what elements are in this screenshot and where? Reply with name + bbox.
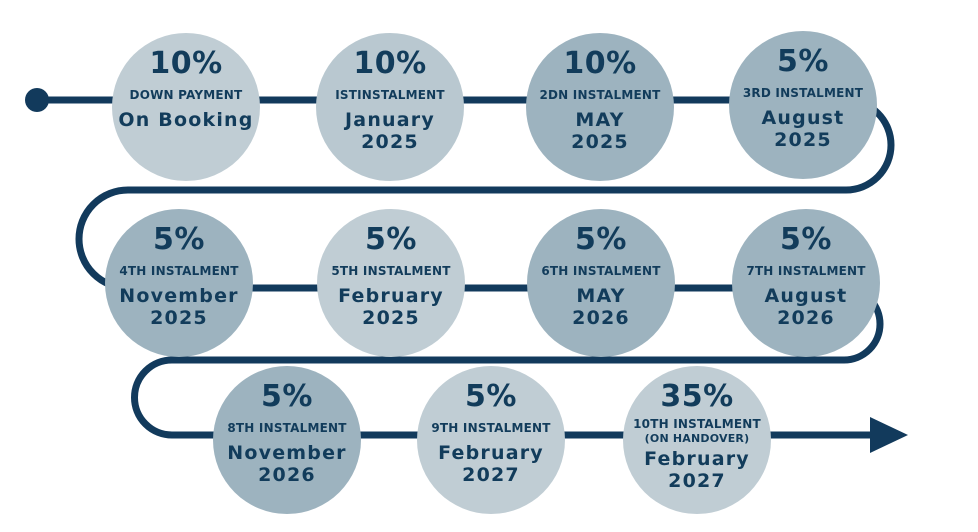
payment-date-line2: 2026 xyxy=(777,307,835,330)
payment-date: February 2027 xyxy=(644,448,750,493)
payment-date-line1: MAY xyxy=(575,109,625,132)
payment-date: MAY 2025 xyxy=(571,109,629,154)
payment-node: 5% 9TH INSTALMENT February 2027 xyxy=(417,366,565,514)
payment-label: 8TH INSTALMENT xyxy=(227,421,347,435)
payment-date-line2: 2025 xyxy=(361,131,419,154)
payment-date: August 2025 xyxy=(761,107,845,152)
payment-label: DOWN PAYMENT xyxy=(129,88,243,102)
payment-percent: 5% xyxy=(777,44,829,79)
payment-date: MAY 2026 xyxy=(572,285,630,330)
payment-date-line1: August xyxy=(764,285,848,308)
payment-label: ISTINSTALMENT xyxy=(335,88,445,102)
payment-label: 10TH INSTALMENT xyxy=(633,417,761,431)
payment-date-line1: February xyxy=(438,442,544,465)
payment-date: February 2025 xyxy=(338,285,444,330)
payment-node: 10% DOWN PAYMENT On Booking xyxy=(112,33,260,181)
payment-label: 7TH INSTALMENT xyxy=(746,264,866,278)
payment-date-line1: February xyxy=(644,448,750,471)
payment-date: On Booking xyxy=(118,109,254,132)
payment-date-line2: 2027 xyxy=(668,470,726,493)
payment-date: November 2025 xyxy=(119,285,239,330)
payment-label: 4TH INSTALMENT xyxy=(119,264,239,278)
payment-percent: 5% xyxy=(465,379,517,414)
payment-date-line2: 2027 xyxy=(462,464,520,487)
payment-percent: 10% xyxy=(353,46,427,81)
payment-date-line1: February xyxy=(338,285,444,308)
payment-node: 10% 2DN INSTALMENT MAY 2025 xyxy=(526,33,674,181)
payment-date-line1: January xyxy=(345,109,435,132)
payment-date-line1: MAY xyxy=(576,285,626,308)
payment-label: 6TH INSTALMENT xyxy=(541,264,661,278)
payment-label: 9TH INSTALMENT xyxy=(431,421,551,435)
payment-date: February 2027 xyxy=(438,442,544,487)
payment-date-line2: 2025 xyxy=(774,129,832,152)
payment-node: 5% 8TH INSTALMENT November 2026 xyxy=(213,366,361,514)
payment-date-line1: August xyxy=(761,107,845,130)
payment-label: 3RD INSTALMENT xyxy=(742,86,864,100)
payment-date: January 2025 xyxy=(345,109,435,154)
payment-node: 5% 7TH INSTALMENT August 2026 xyxy=(732,209,880,357)
payment-node: 10% ISTINSTALMENT January 2025 xyxy=(316,33,464,181)
payment-node: 5% 3RD INSTALMENT August 2025 xyxy=(729,31,877,179)
payment-date-line1: On Booking xyxy=(118,109,254,132)
payment-date-line2: 2026 xyxy=(572,307,630,330)
payment-date-line1: November xyxy=(227,442,347,465)
payment-date-line1: November xyxy=(119,285,239,308)
payment-percent: 10% xyxy=(149,46,223,81)
payment-percent: 10% xyxy=(563,46,637,81)
timeline-arrow-icon xyxy=(870,417,908,453)
payment-percent: 5% xyxy=(153,222,205,257)
payment-percent: 5% xyxy=(365,222,417,257)
payment-node: 5% 6TH INSTALMENT MAY 2026 xyxy=(527,209,675,357)
payment-percent: 5% xyxy=(261,379,313,414)
payment-date-line2: 2025 xyxy=(571,131,629,154)
payment-label: 2DN INSTALMENT xyxy=(539,88,661,102)
payment-label: 5TH INSTALMENT xyxy=(331,264,451,278)
payment-node: 5% 5TH INSTALMENT February 2025 xyxy=(317,209,465,357)
payment-node: 5% 4TH INSTALMENT November 2025 xyxy=(105,209,253,357)
timeline-start-dot xyxy=(25,88,49,112)
payment-node: 35% 10TH INSTALMENT (ON HANDOVER) Februa… xyxy=(623,366,771,514)
payment-sublabel: (ON HANDOVER) xyxy=(644,432,750,446)
payment-percent: 35% xyxy=(660,379,734,414)
payment-percent: 5% xyxy=(780,222,832,257)
payment-date-line2: 2026 xyxy=(258,464,316,487)
payment-date: August 2026 xyxy=(764,285,848,330)
payment-date-line2: 2025 xyxy=(150,307,208,330)
payment-percent: 5% xyxy=(575,222,627,257)
payment-date-line2: 2025 xyxy=(362,307,420,330)
payment-date: November 2026 xyxy=(227,442,347,487)
